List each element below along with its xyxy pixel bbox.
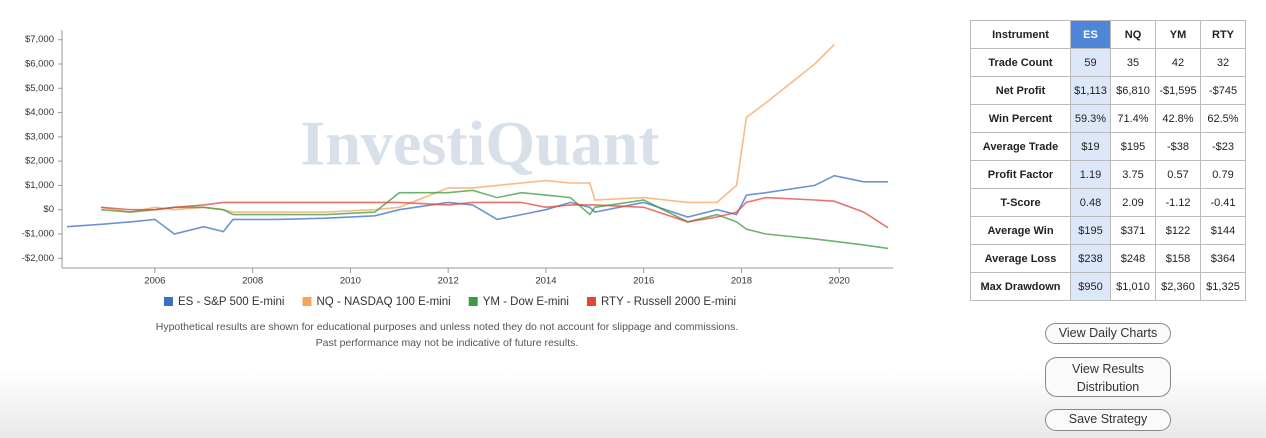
table-cell: 42	[1155, 48, 1201, 77]
legend-swatch	[163, 297, 173, 306]
y-tick-label: $3,000	[25, 131, 54, 142]
legend-label: RTY - Russell 2000 E-mini	[601, 296, 736, 308]
table-cell: 71.4%	[1110, 104, 1156, 133]
series-line	[101, 196, 889, 229]
table-cell: Net Profit	[970, 76, 1071, 105]
watermark: InvestiQuant	[300, 108, 660, 179]
button[interactable]: Save Strategy	[1045, 409, 1171, 431]
x-tick-label: 2014	[535, 276, 556, 287]
table-cell: 1.19	[1070, 160, 1111, 189]
chart: InvestiQuant -$2,000 -$1,000 $0 $1,000 $2,000…	[22, 30, 893, 349]
table-cell: T-Score	[970, 188, 1071, 217]
y-tick-label: $0	[43, 204, 54, 215]
table-cell: $19	[1070, 132, 1111, 161]
table-row: Average Loss $238 $248 $158 $364	[970, 244, 1246, 273]
y-tick-label: $4,000	[25, 107, 54, 118]
table-cell: $364	[1200, 244, 1246, 273]
table-cell: -$38	[1155, 132, 1201, 161]
table-cell: 0.79	[1200, 160, 1246, 189]
table-cell: 0.48	[1070, 188, 1111, 217]
table-cell: 0.57	[1155, 160, 1201, 189]
table-cell: Average Loss	[970, 244, 1071, 273]
table-cell: -1.12	[1155, 188, 1201, 217]
table-row: Net Profit $1,113 $6,810 -$1,595 -$745	[970, 76, 1246, 105]
table-cell: Max Drawdown	[970, 272, 1071, 301]
legend-label: NQ - NASDAQ 100 E-mini	[316, 296, 450, 308]
x-tick-label: 2020	[829, 276, 850, 287]
table-cell: $2,360	[1155, 272, 1201, 301]
legend-swatch	[302, 297, 312, 306]
table-cell: $122	[1155, 216, 1201, 245]
table-row: Profit Factor 1.19 3.75 0.57 0.79	[970, 160, 1246, 189]
footnote: Hypothetical results are shown for educa…	[156, 321, 739, 333]
y-tick-label: $7,000	[25, 34, 54, 45]
table-cell: $158	[1155, 244, 1201, 273]
x-tick-label: 2012	[438, 276, 459, 287]
button[interactable]: View Daily Charts	[1045, 323, 1171, 344]
legend-swatch	[586, 297, 596, 306]
table-cell: YM	[1155, 20, 1201, 49]
y-tick-label: $2,000	[25, 156, 54, 167]
table-cell: 3.75	[1110, 160, 1156, 189]
table-cell: $371	[1110, 216, 1156, 245]
y-tick-label: $1,000	[25, 180, 54, 191]
table-cell: 32	[1200, 48, 1246, 77]
table-cell: 35	[1110, 48, 1156, 77]
series-line	[101, 189, 889, 250]
table-cell: -0.41	[1200, 188, 1246, 217]
x-tick-label: 2016	[633, 276, 654, 287]
y-tick-label: $6,000	[25, 59, 54, 70]
table-cell: Average Trade	[970, 132, 1071, 161]
x-tick-label: 2010	[340, 276, 361, 287]
y-tick-label: -$1,000	[22, 229, 54, 240]
table-cell: $1,325	[1200, 272, 1246, 301]
table-header: Instrument ES NQ YM RTY	[970, 20, 1246, 49]
table-cell: $195	[1070, 216, 1111, 245]
y-tick-label: -$2,000	[22, 253, 54, 264]
table-cell: $1,113	[1070, 76, 1111, 105]
table-cell: Win Percent	[970, 104, 1071, 133]
series-line	[66, 174, 889, 235]
table-cell: Instrument	[970, 20, 1071, 49]
table-cell: Trade Count	[970, 48, 1071, 77]
table-cell: $195	[1110, 132, 1156, 161]
x-tick-label: 2008	[242, 276, 263, 287]
x-tick-label: 2018	[731, 276, 752, 287]
table-cell: $1,010	[1110, 272, 1156, 301]
legend-swatch	[468, 297, 478, 306]
table-cell: RTY	[1200, 20, 1246, 49]
table-row: T-Score 0.48 2.09 -1.12 -0.41	[970, 188, 1246, 217]
table-cell: -$23	[1200, 132, 1246, 161]
y-tick-label: $5,000	[25, 83, 54, 94]
table-cell: $950	[1070, 272, 1111, 301]
table-cell: $248	[1110, 244, 1156, 273]
table-cell: Profit Factor	[970, 160, 1071, 189]
table-row: Trade Count 59 35 42 32	[970, 48, 1246, 77]
footnote: Past performance may not be indicative o…	[316, 337, 579, 349]
table-cell: ES	[1070, 20, 1111, 49]
legend-label: YM - Dow E-mini	[483, 296, 569, 308]
table-cell: 42.8%	[1155, 104, 1201, 133]
table-cell: NQ	[1110, 20, 1156, 49]
table-row: Win Percent 59.3% 71.4% 42.8% 62.5%	[970, 104, 1246, 133]
table-cell: 62.5%	[1200, 104, 1246, 133]
table-cell: -$745	[1200, 76, 1246, 105]
table-row: Average Trade $19 $195 -$38 -$23	[970, 132, 1246, 161]
table-cell: -$1,595	[1155, 76, 1201, 105]
legend-label: ES - S&P 500 E-mini	[178, 296, 285, 308]
stats-table: Instrument ES NQ YM RTY Trade Count 59 35 42 32 Ne…	[970, 20, 1246, 301]
table-cell: 2.09	[1110, 188, 1156, 217]
x-tick-label: 2006	[144, 276, 165, 287]
table-cell: 59.3%	[1070, 104, 1111, 133]
table-cell: $238	[1070, 244, 1111, 273]
table-cell: $144	[1200, 216, 1246, 245]
button[interactable]: View Results Distribution	[1045, 357, 1171, 397]
table-cell: Average Win	[970, 216, 1071, 245]
table-cell: 59	[1070, 48, 1111, 77]
table-cell: $6,810	[1110, 76, 1156, 105]
table-row: Max Drawdown $950 $1,010 $2,360 $1,325	[970, 272, 1246, 301]
table-row: Average Win $195 $371 $122 $144	[970, 216, 1246, 245]
